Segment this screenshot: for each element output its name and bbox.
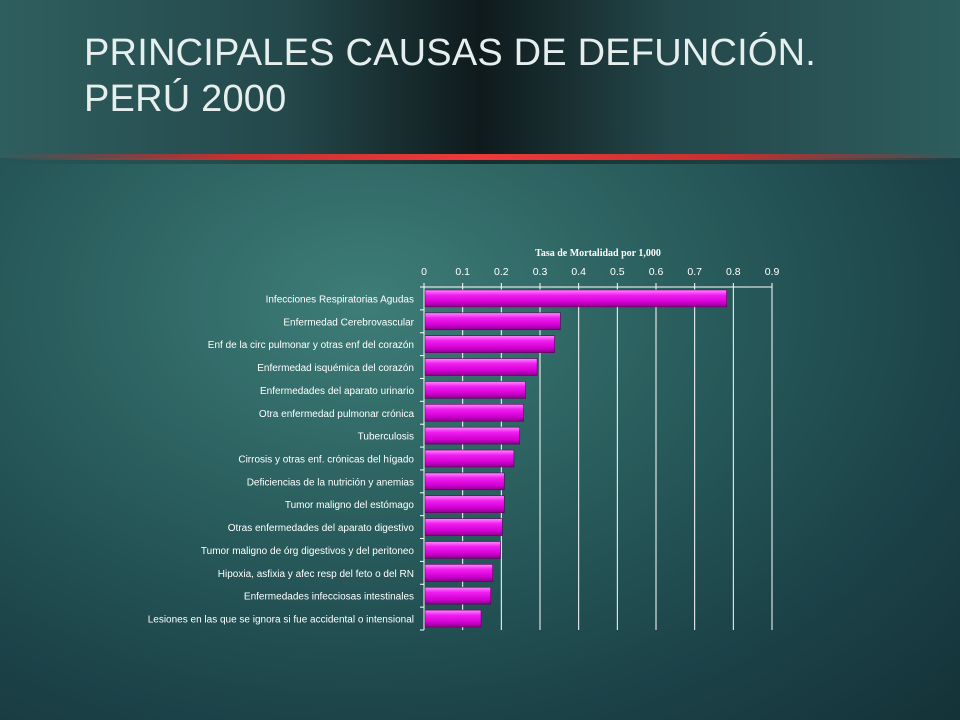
category-label: Enfermedad Cerebrovascular: [283, 317, 414, 328]
bars: [424, 289, 727, 628]
slide-title: PRINCIPALES CAUSAS DE DEFUNCIÓN. PERÚ 20…: [84, 30, 904, 122]
category-label: Deficiencias de la nutrición y anemias: [247, 477, 414, 488]
x-tick-label: 0.1: [455, 266, 470, 278]
bar: [424, 564, 493, 582]
category-label: Lesiones en las que se ignora si fue acc…: [148, 615, 414, 626]
slide-title-line-2: PERÚ 2000: [84, 78, 287, 120]
bar: [424, 449, 515, 468]
category-label: Infecciones Respiratorias Agudas: [266, 294, 414, 305]
category-label: Tumor maligno del estómago: [285, 500, 415, 511]
category-label: Enfermedades del aparato urinario: [260, 386, 414, 397]
x-tick-label: 0.6: [649, 266, 664, 278]
bar: [424, 541, 501, 559]
x-tick-label: 0: [421, 266, 427, 278]
bar: [424, 518, 503, 536]
bar: [424, 358, 538, 376]
bar: [424, 426, 521, 445]
category-label: Enf de la circ pulmonar y otras enf del …: [208, 340, 414, 351]
bar: [424, 404, 524, 422]
category-label: Hipoxia, asfixia y afec resp del feto o …: [218, 569, 414, 580]
category-label: Enfermedades infecciosas intestinales: [244, 592, 414, 603]
x-tick-label: 0.2: [494, 266, 509, 278]
category-label: Tumor maligno de órg digestivos y del pe…: [201, 546, 415, 557]
x-axis-ticks: 0 0.1 0.2 0.3 0.4 0.5 0.6 0.7 0.8 0.9: [421, 266, 779, 287]
category-label: Otras enfermedades del aparato digestivo: [228, 523, 415, 534]
title-band: [0, 0, 960, 158]
bar: [424, 472, 505, 491]
bar: [424, 312, 561, 331]
x-tick-label: 0.8: [726, 266, 741, 278]
x-tick-label: 0.9: [765, 266, 780, 278]
x-tick-label: 0.7: [687, 266, 702, 278]
x-tick-label: 0.5: [610, 266, 625, 278]
category-labels: Infecciones Respiratorias Agudas Enfermed…: [148, 294, 415, 625]
category-label: Tuberculosis: [358, 432, 414, 443]
bar: [424, 495, 505, 513]
category-label: Otra enfermedad pulmonar crónica: [259, 409, 415, 420]
bar: [424, 289, 727, 308]
bar: [424, 609, 482, 628]
chart-title: Tasa de Mortalidad por 1,000: [535, 248, 661, 259]
bar: [424, 335, 555, 353]
x-tick-label: 0.4: [571, 266, 586, 278]
bar: [424, 586, 492, 605]
category-label: Enfermedad isquémica del corazón: [257, 363, 414, 374]
x-tick-label: 0.3: [533, 266, 548, 278]
slide-title-line-1: PRINCIPALES CAUSAS DE DEFUNCIÓN.: [84, 32, 817, 74]
y-axis: [420, 286, 772, 631]
title-divider-shadow: [0, 160, 960, 164]
title-divider: [0, 154, 960, 160]
category-label: Cirrosis y otras enf. crónicas del hígad…: [238, 455, 414, 466]
bar: [424, 381, 526, 399]
